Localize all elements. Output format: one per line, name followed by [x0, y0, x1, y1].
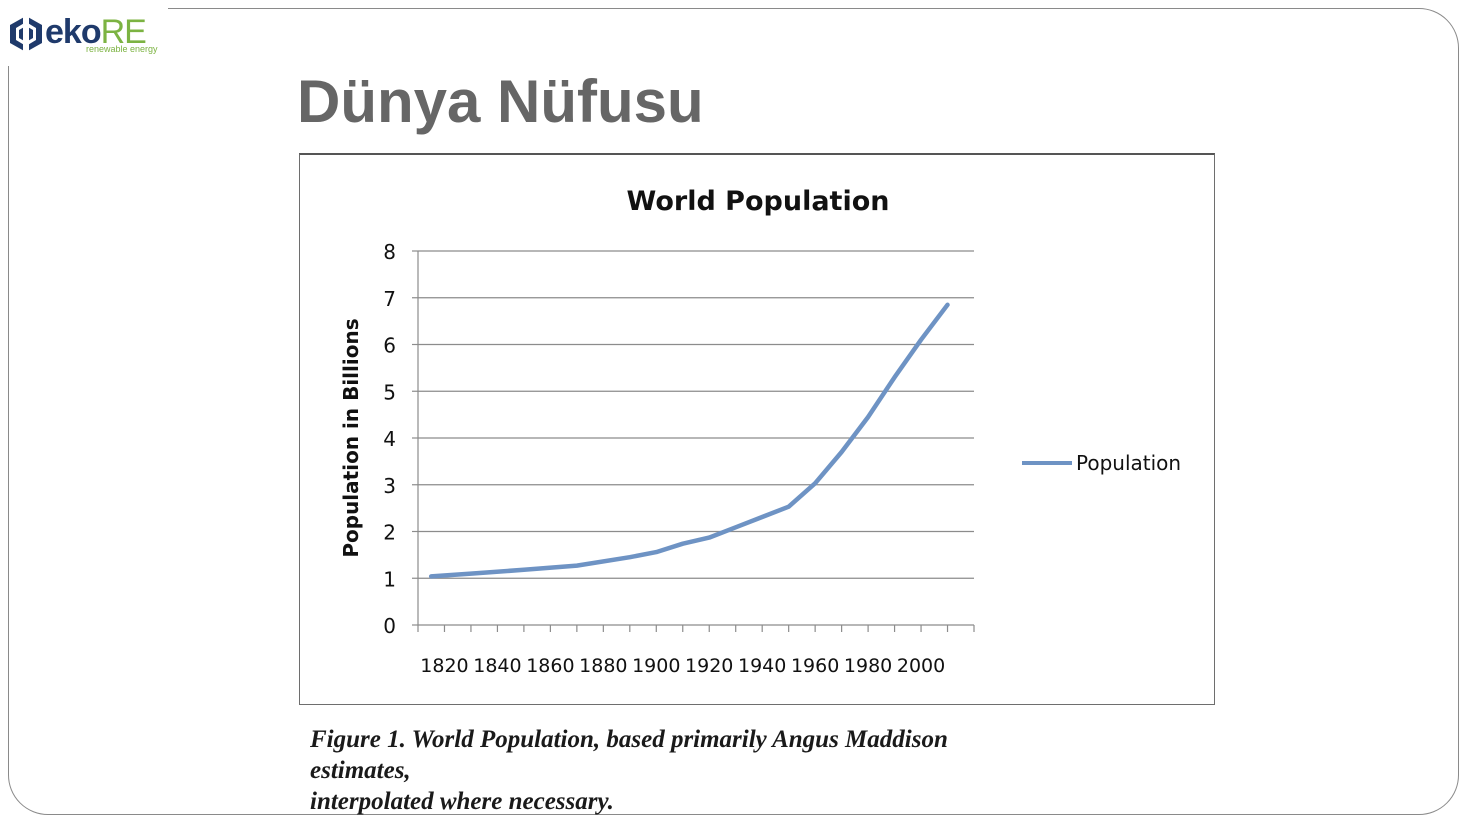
y-tick-label-0: 0: [383, 614, 396, 638]
y-tick-label-7: 7: [383, 287, 396, 311]
x-tick-label-1900: 1900: [632, 655, 680, 677]
y-tick-label-2: 2: [383, 521, 396, 545]
x-tick-label-1840: 1840: [473, 655, 521, 677]
x-tick-label-1820: 1820: [420, 655, 468, 677]
company-logo: ekoRE renewable energy: [6, 12, 166, 56]
x-tick-label-1860: 1860: [526, 655, 574, 677]
y-tick-label-6: 6: [383, 334, 396, 358]
logo-re-text: RE: [100, 13, 147, 51]
logo-tagline: renewable energy: [86, 44, 158, 54]
y-tick-labels: 0 1 2 3 4 5 6 7 8: [383, 240, 396, 638]
legend-label-population: Population: [1076, 451, 1181, 475]
x-tick-labels: 1820 1840 1860 1880 1900 1920 1940 1960 1980 2000: [420, 655, 945, 677]
caption-line-3: interpolated where necessary.: [310, 788, 614, 815]
y-tick-label-5: 5: [383, 380, 396, 404]
caption-line-1: Figure 1. World Population, based primar…: [310, 726, 948, 753]
series-layer: [428, 302, 950, 579]
x-tick-label-1960: 1960: [791, 655, 839, 677]
x-tick-label-1920: 1920: [685, 655, 733, 677]
x-tick-label-2000: 2000: [897, 655, 945, 677]
logo-mark-icon: [10, 16, 42, 52]
x-tick-label-1880: 1880: [579, 655, 627, 677]
y-tick-label-4: 4: [383, 427, 396, 451]
logo-eko-text: eko: [45, 13, 102, 51]
logo-wordmark: ekoRE: [45, 12, 147, 52]
x-tick-label-1980: 1980: [844, 655, 892, 677]
chart-title: World Population: [627, 186, 890, 217]
y-axis-label: Population in Billions: [339, 318, 363, 557]
legend: Population: [1022, 451, 1181, 475]
series-line-population: [428, 302, 950, 579]
axes: [412, 250, 975, 632]
y-tick-label-1: 1: [383, 567, 396, 591]
x-tick-label-1940: 1940: [738, 655, 786, 677]
caption-line-2: estimates,: [310, 757, 411, 784]
y-tick-label-8: 8: [383, 240, 396, 264]
slide-title: Dünya Nüfusu: [297, 68, 704, 135]
figure-caption: Figure 1. World Population, based primar…: [310, 724, 1110, 817]
y-tick-label-3: 3: [383, 474, 396, 498]
gridlines: [418, 250, 974, 579]
logo-area: ekoRE renewable energy: [0, 0, 168, 66]
